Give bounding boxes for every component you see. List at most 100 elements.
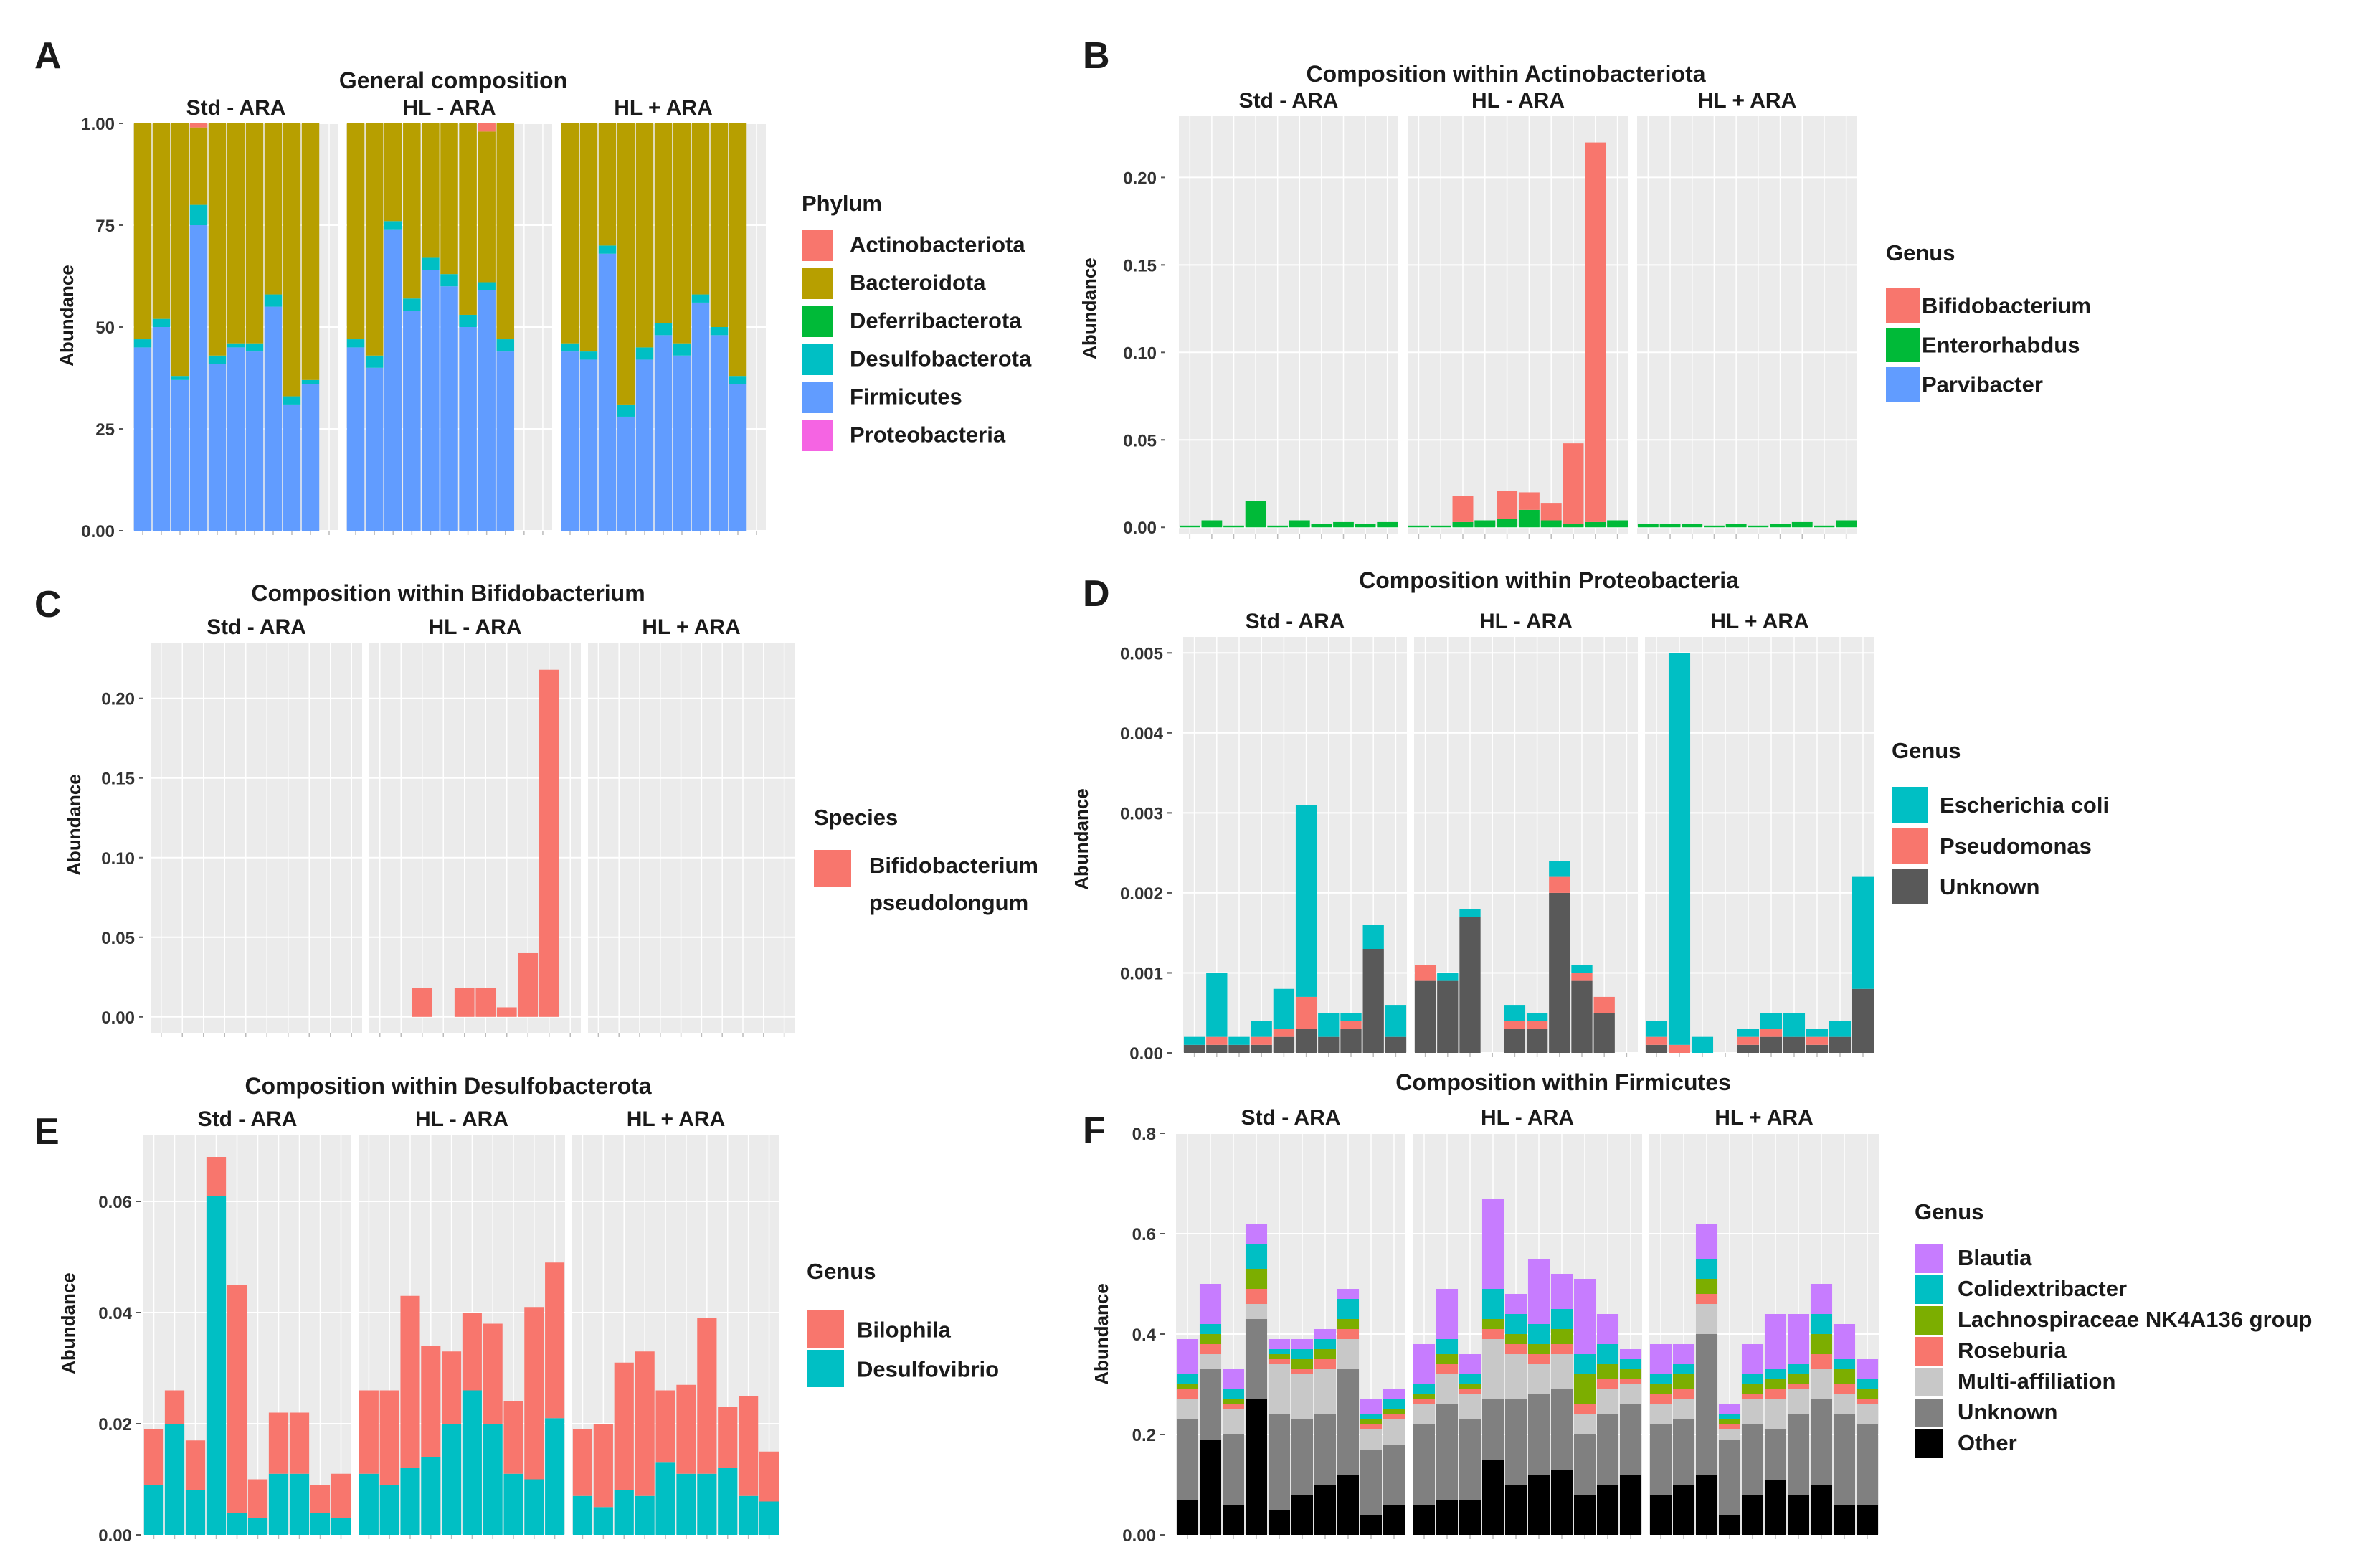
bar-colidextribacter bbox=[1459, 1374, 1481, 1384]
bar-desulfovibrio bbox=[635, 1495, 655, 1535]
bar-unknown bbox=[1764, 1429, 1787, 1480]
bar-bacteroidota bbox=[403, 123, 421, 299]
bar-firmicutes bbox=[301, 384, 320, 531]
bar-bilophila bbox=[545, 1262, 565, 1419]
bar-unknown bbox=[1318, 1036, 1340, 1053]
bar-enterorhabdus bbox=[1179, 525, 1200, 528]
bar-bacteroidota bbox=[673, 123, 691, 344]
bar-pseudomonas bbox=[1273, 1029, 1295, 1037]
bar-escherichia-coli bbox=[1295, 805, 1317, 997]
bar-desulfobacterota bbox=[598, 245, 617, 254]
bar-other bbox=[1573, 1495, 1596, 1535]
bar-other bbox=[1314, 1485, 1337, 1535]
bar-desulfobacterota bbox=[710, 327, 729, 336]
bar-enterorhabdus bbox=[1607, 520, 1628, 528]
bar-blautia bbox=[1573, 1279, 1596, 1354]
bar-unknown bbox=[1649, 1424, 1672, 1495]
bar-firmicutes bbox=[617, 416, 635, 531]
bar-roseburia bbox=[1550, 1344, 1573, 1354]
bar-enterorhabdus bbox=[1563, 524, 1584, 528]
legend-swatch bbox=[1915, 1337, 1943, 1366]
bar-desulfovibrio bbox=[759, 1501, 779, 1535]
legend-title: Genus bbox=[1915, 1199, 1983, 1224]
bar-bacteroidota bbox=[478, 131, 496, 283]
bar-colidextribacter bbox=[1695, 1259, 1718, 1279]
facet-0: Std - ARA bbox=[143, 1107, 351, 1539]
bar-roseburia bbox=[1741, 1394, 1764, 1399]
y-tick-label: 0.20 bbox=[1123, 169, 1157, 188]
facet-2: HL + ARA bbox=[1637, 89, 1857, 539]
legend: Genus Bifidobacterium Enterorhabdus Parviba… bbox=[1886, 240, 2091, 402]
y-tick-label: 0.04 bbox=[98, 1304, 132, 1323]
bar-pseudomonas bbox=[1645, 1036, 1668, 1045]
bar-enterorhabdus bbox=[1659, 524, 1681, 528]
bar-desulfobacterota bbox=[301, 379, 320, 384]
facet-2: HL + ARA bbox=[561, 96, 766, 535]
bar-unknown bbox=[1273, 1036, 1295, 1053]
bar-bacteroidota bbox=[384, 123, 402, 222]
legend-swatch bbox=[807, 1310, 844, 1348]
bar-unknown bbox=[1783, 1036, 1806, 1053]
bar-bacteroidota bbox=[729, 123, 747, 377]
bar-firmicutes bbox=[133, 347, 152, 531]
chart-panel-C: C Composition within Bifidobacterium Abund… bbox=[34, 580, 1038, 1037]
bar-multi-affiliation bbox=[1383, 1419, 1405, 1445]
bar-pseudomonas bbox=[1593, 996, 1615, 1013]
bar-roseburia bbox=[1504, 1344, 1527, 1354]
bar-desulfobacterota bbox=[440, 274, 458, 287]
bar-roseburia bbox=[1672, 1389, 1695, 1399]
bar-multi-affiliation bbox=[1314, 1369, 1337, 1414]
bar-unknown bbox=[1295, 1029, 1317, 1053]
bar-multi-affiliation bbox=[1718, 1429, 1741, 1440]
bar-lachnospiraceae-nk4a136-group bbox=[1176, 1384, 1199, 1389]
bar-bilophila bbox=[379, 1390, 399, 1485]
bar-colidextribacter bbox=[1718, 1414, 1741, 1419]
facet-background bbox=[588, 643, 795, 1033]
facet-label: HL + ARA bbox=[614, 96, 713, 120]
bar-desulfovibrio bbox=[289, 1473, 310, 1535]
bar-colidextribacter bbox=[1787, 1364, 1810, 1374]
facet-label: HL + ARA bbox=[1698, 89, 1797, 113]
bar-roseburia bbox=[1619, 1379, 1642, 1384]
bar-desulfobacterota bbox=[365, 355, 384, 368]
bar-enterorhabdus bbox=[1814, 525, 1835, 528]
bar-multi-affiliation bbox=[1268, 1364, 1291, 1414]
bar-escherichia-coli bbox=[1362, 925, 1384, 949]
legend-label: Desulfobacterota bbox=[850, 346, 1032, 372]
bar-escherichia-coli bbox=[1340, 1013, 1362, 1021]
legend-swatch bbox=[807, 1350, 844, 1387]
bar-blautia bbox=[1222, 1369, 1245, 1389]
bar-pseudomonas bbox=[1251, 1036, 1272, 1045]
bar-other bbox=[1360, 1515, 1383, 1535]
bar-escherichia-coli bbox=[1760, 1013, 1783, 1029]
y-tick-label: 0.005 bbox=[1120, 644, 1163, 663]
panel-letter: D bbox=[1083, 573, 1110, 615]
bar-blautia bbox=[1672, 1344, 1695, 1364]
bar-colidextribacter bbox=[1596, 1344, 1619, 1364]
bar-multi-affiliation bbox=[1527, 1364, 1550, 1394]
bar-colidextribacter bbox=[1199, 1324, 1222, 1334]
facet-background bbox=[1179, 116, 1398, 534]
chart-panel-A: A General composition Abundance Std - ARA HL… bbox=[34, 35, 1032, 542]
legend-swatch bbox=[1886, 328, 1920, 362]
y-tick-label: 0.2 bbox=[1132, 1426, 1156, 1445]
y-tick-label: 0.4 bbox=[1132, 1325, 1157, 1345]
bar-other bbox=[1199, 1440, 1222, 1535]
bar-desulfovibrio bbox=[359, 1473, 379, 1535]
bar-enterorhabdus bbox=[1748, 525, 1769, 528]
bar-bilophila bbox=[572, 1429, 593, 1496]
bar-enterorhabdus bbox=[1540, 520, 1562, 528]
bar-colidextribacter bbox=[1810, 1314, 1833, 1334]
bar-firmicutes bbox=[654, 335, 673, 531]
chart-title: Composition within Desulfobacterota bbox=[245, 1073, 651, 1099]
bar-roseburia bbox=[1383, 1414, 1405, 1419]
facet-label: Std - ARA bbox=[207, 615, 306, 639]
bar-lachnospiraceae-nk4a136-group bbox=[1573, 1374, 1596, 1404]
bar-other bbox=[1619, 1475, 1642, 1535]
bar-firmicutes bbox=[422, 270, 440, 531]
bar-other bbox=[1764, 1480, 1787, 1535]
bar-escherichia-coli bbox=[1183, 1036, 1205, 1045]
bar-lachnospiraceae-nk4a136-group bbox=[1413, 1394, 1436, 1399]
bar-pseudomonas bbox=[1206, 1036, 1228, 1045]
bar-desulfovibrio bbox=[310, 1513, 331, 1535]
